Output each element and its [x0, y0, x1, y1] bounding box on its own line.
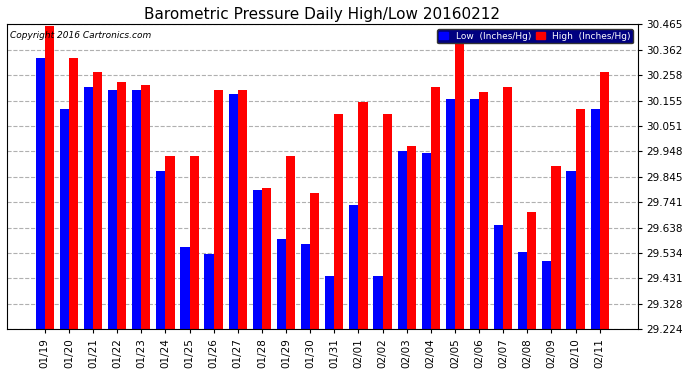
Bar — [551, 166, 560, 329]
Bar — [156, 171, 166, 329]
Bar — [132, 90, 141, 329]
Bar — [166, 156, 175, 329]
Bar — [214, 90, 223, 329]
Bar — [542, 261, 551, 329]
Bar — [108, 90, 117, 329]
Bar — [518, 252, 527, 329]
Bar — [566, 171, 575, 329]
Bar — [479, 92, 489, 329]
Bar — [117, 82, 126, 329]
Bar — [422, 153, 431, 329]
Bar — [60, 109, 69, 329]
Bar — [69, 58, 78, 329]
Title: Barometric Pressure Daily High/Low 20160212: Barometric Pressure Daily High/Low 20160… — [144, 7, 500, 22]
Bar — [190, 156, 199, 329]
Legend: Low  (Inches/Hg), High  (Inches/Hg): Low (Inches/Hg), High (Inches/Hg) — [437, 29, 633, 44]
Bar — [406, 146, 416, 329]
Bar — [334, 114, 344, 329]
Bar — [382, 114, 392, 329]
Bar — [253, 190, 262, 329]
Bar — [93, 72, 102, 329]
Bar — [286, 156, 295, 329]
Bar — [431, 87, 440, 329]
Bar — [397, 151, 406, 329]
Bar — [141, 85, 150, 329]
Bar — [180, 247, 190, 329]
Bar — [455, 36, 464, 329]
Bar — [45, 26, 54, 329]
Bar — [301, 244, 310, 329]
Bar — [262, 188, 271, 329]
Bar — [36, 58, 45, 329]
Bar — [277, 239, 286, 329]
Bar — [204, 254, 214, 329]
Bar — [349, 205, 358, 329]
Bar — [325, 276, 334, 329]
Bar — [373, 276, 382, 329]
Bar — [600, 72, 609, 329]
Bar — [494, 225, 503, 329]
Bar — [310, 193, 319, 329]
Bar — [575, 109, 584, 329]
Bar — [84, 87, 93, 329]
Bar — [358, 102, 368, 329]
Bar — [527, 212, 537, 329]
Bar — [503, 87, 513, 329]
Bar — [470, 99, 479, 329]
Bar — [228, 94, 238, 329]
Bar — [238, 90, 247, 329]
Bar — [446, 99, 455, 329]
Text: Copyright 2016 Cartronics.com: Copyright 2016 Cartronics.com — [10, 31, 151, 40]
Bar — [591, 109, 600, 329]
